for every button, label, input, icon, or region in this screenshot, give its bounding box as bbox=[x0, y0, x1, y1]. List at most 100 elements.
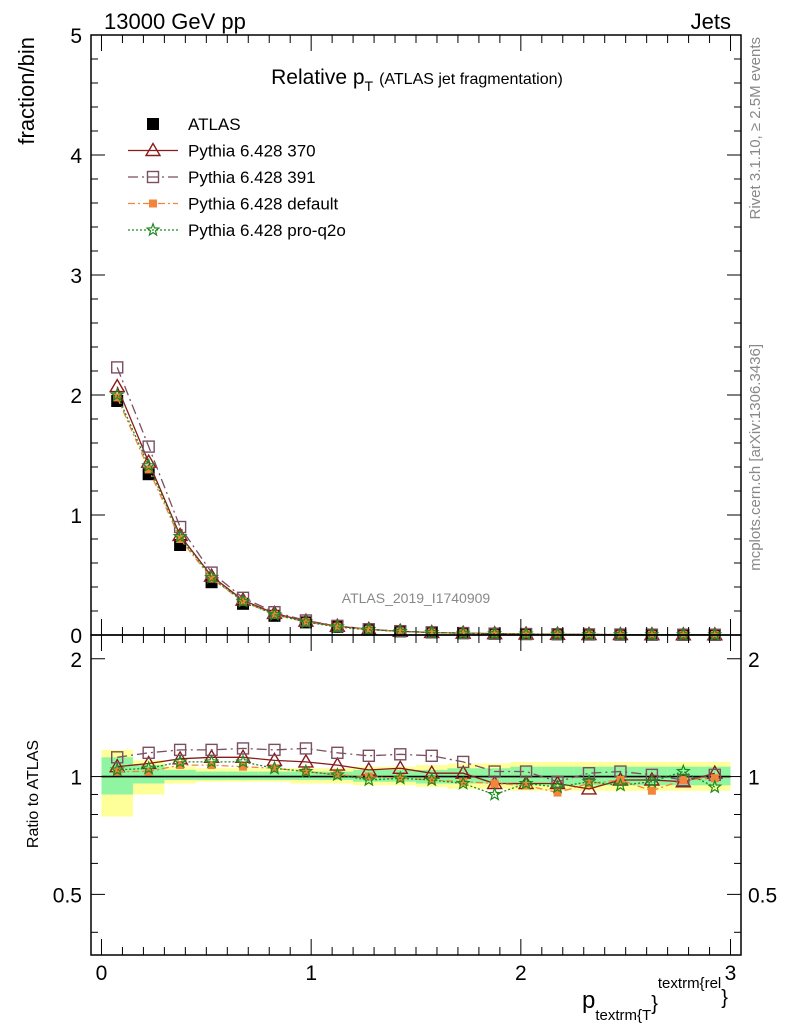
chart-title: Relative pT (ATLAS jet fragmentation) bbox=[271, 66, 563, 94]
legend-label-atlas: ATLAS bbox=[188, 115, 241, 134]
ratio-panel-frame bbox=[90, 634, 742, 956]
main-y-tick-label: 1 bbox=[70, 505, 82, 528]
ratio-point-pythia-6-428-default bbox=[459, 777, 468, 786]
main-point-pythia-6-428-default bbox=[396, 627, 405, 636]
main-y-tick-label: 0 bbox=[70, 625, 82, 648]
ratio-point-pythia-6-428-pro-q2o bbox=[675, 763, 691, 779]
ratio-point-pythia-6-428-pro-q2o bbox=[487, 786, 503, 801]
ratio-y-tick-label: 0.5 bbox=[53, 884, 82, 907]
chart-title-main: Relative p bbox=[271, 66, 364, 89]
ratio-point-pythia-6-428-pro-q2o bbox=[266, 760, 283, 775]
main-series-line-pythia-6-428-pro-q2o bbox=[116, 394, 715, 636]
ratio-y-tick-label: 2 bbox=[70, 649, 82, 672]
main-point-pythia-6-428-pro-q2o bbox=[298, 614, 314, 629]
main-point-pythia-6-428-pro-q2o bbox=[329, 619, 345, 634]
ratio-point-pythia-6-428-default bbox=[553, 788, 562, 797]
legend-label-pythia-6-428-370: Pythia 6.428 370 bbox=[188, 142, 316, 161]
ratio-point-pythia-6-428-default bbox=[239, 762, 248, 771]
chart-title-rest: (ATLAS jet fragmentation) bbox=[379, 71, 563, 88]
ratio-point-pythia-6-428-pro-q2o bbox=[581, 773, 597, 789]
main-panel: 0 1 2 3 4 5 bbox=[70, 25, 742, 648]
main-point-pythia-6-428-pro-q2o bbox=[707, 626, 723, 642]
rivet-version-label: Rivet 3.1.10, ≥ 2.5M events bbox=[747, 37, 764, 220]
legend-label-pythia-6-428-pro-q2o: Pythia 6.428 pro-q2o bbox=[188, 221, 346, 240]
ratio-panel-bands bbox=[101, 749, 731, 817]
header-left-label: 13000 GeV pp bbox=[104, 9, 246, 34]
main-point-pythia-6-428-pro-q2o bbox=[675, 626, 691, 642]
main-point-pythia-6-428-pro-q2o bbox=[361, 621, 377, 637]
ratio-point-pythia-6-428-pro-q2o bbox=[172, 753, 188, 769]
legend-label-pythia-6-428-391: Pythia 6.428 391 bbox=[188, 168, 316, 187]
legend-marker-pythia-6-428-391 bbox=[146, 170, 160, 184]
ratio-point-pythia-6-428-391 bbox=[645, 768, 659, 782]
main-point-pythia-6-428-pro-q2o bbox=[549, 626, 566, 641]
ratio-point-pythia-6-428-pro-q2o bbox=[518, 775, 534, 790]
main-point-pythia-6-428-pro-q2o bbox=[644, 626, 660, 642]
main-y-axis-label: fraction/bin bbox=[14, 37, 39, 145]
ratio-point-pythia-6-428-pro-q2o bbox=[329, 767, 345, 782]
x-tick-label: 1 bbox=[305, 962, 317, 985]
ratio-series-line-pythia-6-428-default bbox=[117, 764, 715, 794]
ratio-point-pythia-6-428-pro-q2o bbox=[298, 763, 314, 779]
main-y-tick-label: 3 bbox=[70, 265, 82, 288]
ratio-point-pythia-6-428-default bbox=[679, 775, 688, 784]
main-point-pythia-6-428-default bbox=[459, 629, 468, 638]
ratio-point-pythia-6-428-default bbox=[522, 781, 531, 790]
main-y-tick-label: 2 bbox=[70, 385, 82, 408]
ratio-point-pythia-6-428-391 bbox=[456, 755, 470, 769]
ratio-point-pythia-6-428-391 bbox=[236, 742, 250, 755]
legend-marker-atlas bbox=[147, 118, 159, 130]
main-point-pythia-6-428-391 bbox=[111, 361, 124, 374]
ratio-y-tick-label-right: 0.5 bbox=[748, 884, 777, 907]
ratio-point-pythia-6-428-pro-q2o bbox=[612, 777, 628, 792]
ratio-point-pythia-6-428-pro-q2o bbox=[707, 779, 723, 794]
main-point-pythia-6-428-default bbox=[207, 574, 216, 583]
ratio-point-pythia-6-428-default bbox=[584, 779, 593, 788]
x-axis-label-sup: textrm{rel bbox=[658, 975, 721, 992]
legend-marker-pythia-6-428-370 bbox=[144, 142, 162, 157]
ratio-point-pythia-6-428-391 bbox=[551, 775, 564, 788]
ratio-point-pythia-6-428-391 bbox=[331, 746, 344, 760]
main-point-pythia-6-428-pro-q2o bbox=[612, 626, 628, 642]
ratio-point-pythia-6-428-370 bbox=[234, 748, 252, 764]
x-axis-label-brace: } bbox=[651, 993, 658, 1015]
ratio-point-pythia-6-428-pro-q2o bbox=[109, 761, 125, 777]
main-point-pythia-6-428-default bbox=[364, 625, 373, 634]
x-tick-label: 2 bbox=[515, 962, 527, 985]
ratio-point-pythia-6-428-default bbox=[301, 767, 310, 776]
x-tick-label: 0 bbox=[96, 962, 108, 985]
ratio-point-pythia-6-428-default bbox=[710, 774, 719, 783]
ratio-y-axis-label: Ratio to ATLAS bbox=[25, 740, 42, 848]
main-panel-axes: 0 1 2 3 4 5 bbox=[70, 25, 741, 648]
main-y-tick-label: 5 bbox=[70, 25, 82, 48]
ratio-panel-marks bbox=[108, 742, 724, 801]
ratio-point-pythia-6-428-391 bbox=[268, 743, 281, 757]
x-axis-label-sub: textrm{T bbox=[595, 1007, 651, 1024]
ratio-point-pythia-6-428-default bbox=[270, 764, 279, 773]
ratio-band-inner bbox=[164, 769, 196, 780]
x-axis-label-sup-brace: } bbox=[721, 987, 728, 1009]
x-axis-label-main: p bbox=[582, 987, 595, 1014]
ratio-point-pythia-6-428-default bbox=[364, 772, 373, 781]
ratio-y-tick-label: 1 bbox=[70, 767, 82, 790]
ratio-y-tick-label-right: 2 bbox=[748, 649, 760, 672]
legend-marker-pythia-6-428-pro-q2o bbox=[145, 222, 161, 237]
ratio-panel-axes: 0.5 0.5 1 1 2 2 0 1 2 3 bbox=[53, 635, 777, 985]
main-point-pythia-6-428-pro-q2o bbox=[581, 626, 597, 641]
main-point-pythia-6-428-pro-q2o bbox=[455, 625, 471, 640]
ratio-point-pythia-6-428-391 bbox=[299, 742, 313, 755]
ratio-point-pythia-6-428-pro-q2o bbox=[204, 754, 220, 769]
main-point-pythia-6-428-pro-q2o bbox=[141, 457, 157, 473]
ratio-point-pythia-6-428-pro-q2o bbox=[424, 772, 440, 787]
main-point-pythia-6-428-default bbox=[427, 628, 436, 637]
ratio-point-pythia-6-428-pro-q2o bbox=[455, 775, 471, 790]
main-point-pythia-6-428-pro-q2o bbox=[487, 625, 503, 641]
ratio-point-pythia-6-428-pro-q2o bbox=[644, 773, 660, 789]
main-point-pythia-6-428-default bbox=[239, 597, 248, 606]
main-point-pythia-6-428-pro-q2o bbox=[204, 569, 220, 584]
chart-title-sub: T bbox=[365, 78, 374, 94]
mcplots-credit-label: mcplots.cern.ch [arXiv:1306.3436] bbox=[747, 344, 764, 571]
ratio-point-pythia-6-428-default bbox=[490, 779, 499, 788]
header-right-label: Jets bbox=[691, 9, 731, 34]
